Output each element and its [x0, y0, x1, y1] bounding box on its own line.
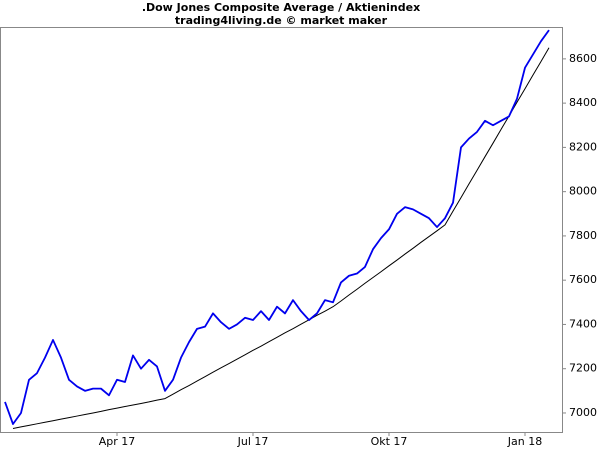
series-line — [12, 47, 550, 429]
x-tick-label: Apr 17 — [99, 435, 136, 448]
chart-title: .Dow Jones Composite Average / Aktienind… — [142, 1, 420, 14]
y-tick-label: 8600 — [569, 52, 597, 65]
chart-subtitle: trading4living.de © market maker — [175, 14, 388, 27]
y-tick-label: 8400 — [569, 96, 597, 109]
plot-area — [4, 29, 550, 429]
plot-frame — [0, 27, 563, 433]
x-tick-label: Jul 17 — [237, 435, 269, 448]
x-tick-label: Okt 17 — [371, 435, 408, 448]
y-tick-label: 8000 — [569, 185, 597, 198]
y-tick-label: 7800 — [569, 229, 597, 242]
y-tick-label: 8200 — [569, 140, 597, 153]
y-tick-label: 7000 — [569, 406, 597, 419]
x-tick-label: Jan 18 — [507, 435, 542, 448]
y-tick-label: 7200 — [569, 362, 597, 375]
series-line — [4, 29, 550, 425]
y-tick-label: 7600 — [569, 273, 597, 286]
y-tick-label: 7400 — [569, 317, 597, 330]
